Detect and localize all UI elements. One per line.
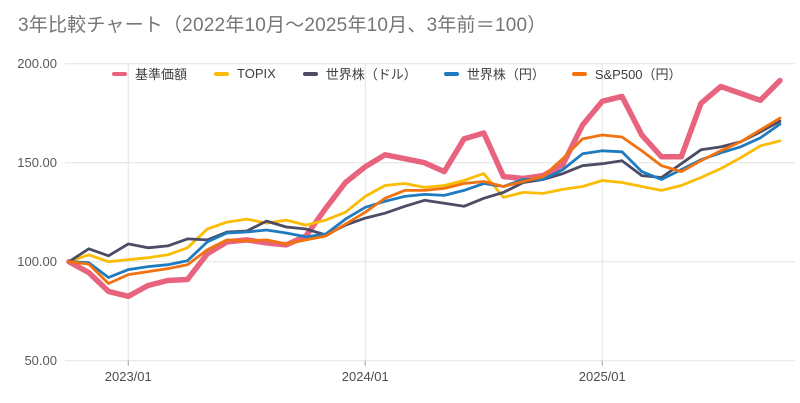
x-axis-label: 2023/01 xyxy=(105,369,152,384)
x-axis-label: 2024/01 xyxy=(342,369,389,384)
legend-item-S&P500（円）[interactable]: S&P500（円） xyxy=(571,64,682,83)
legend-swatch-icon xyxy=(302,71,318,76)
chart-legend: 基準価額 TOPIX 世界株（ドル） 世界株（円） S&P500（円） xyxy=(112,64,682,83)
legend-swatch-icon xyxy=(443,71,459,76)
y-axis-label: 100.00 xyxy=(17,254,57,269)
legend-swatch-icon xyxy=(571,71,587,76)
legend-swatch-icon xyxy=(214,71,230,76)
chart-title: 3年比較チャート（2022年10月～2025年10月、3年前＝100） xyxy=(18,15,547,36)
series-line-TOPIX xyxy=(67,139,782,264)
legend-label: S&P500（円） xyxy=(594,67,682,82)
legend-label: 世界株（円） xyxy=(466,67,545,82)
legend-item-TOPIX[interactable]: TOPIX xyxy=(214,66,276,81)
legend-swatch-icon xyxy=(112,71,127,76)
series-line-基準価額 xyxy=(66,77,783,300)
y-axis-label: 200.00 xyxy=(17,56,57,71)
legend-item-世界株（円）[interactable]: 世界株（円） xyxy=(443,64,545,83)
legend-label: 世界株（ドル） xyxy=(325,67,417,82)
y-axis-label: 150.00 xyxy=(17,155,57,170)
series-line-世界株（ドル） xyxy=(67,119,782,264)
legend-label: TOPIX xyxy=(237,66,276,81)
legend-item-世界株（ドル）[interactable]: 世界株（ドル） xyxy=(302,64,417,83)
series-line-S&P500（円） xyxy=(67,116,782,285)
legend-label: 基準価額 xyxy=(135,67,188,82)
y-axis-label: 50.00 xyxy=(24,353,57,368)
legend-item-基準価額[interactable]: 基準価額 xyxy=(112,64,187,83)
x-axis-label: 2025/01 xyxy=(579,369,626,384)
series-line-世界株（円） xyxy=(67,122,782,279)
